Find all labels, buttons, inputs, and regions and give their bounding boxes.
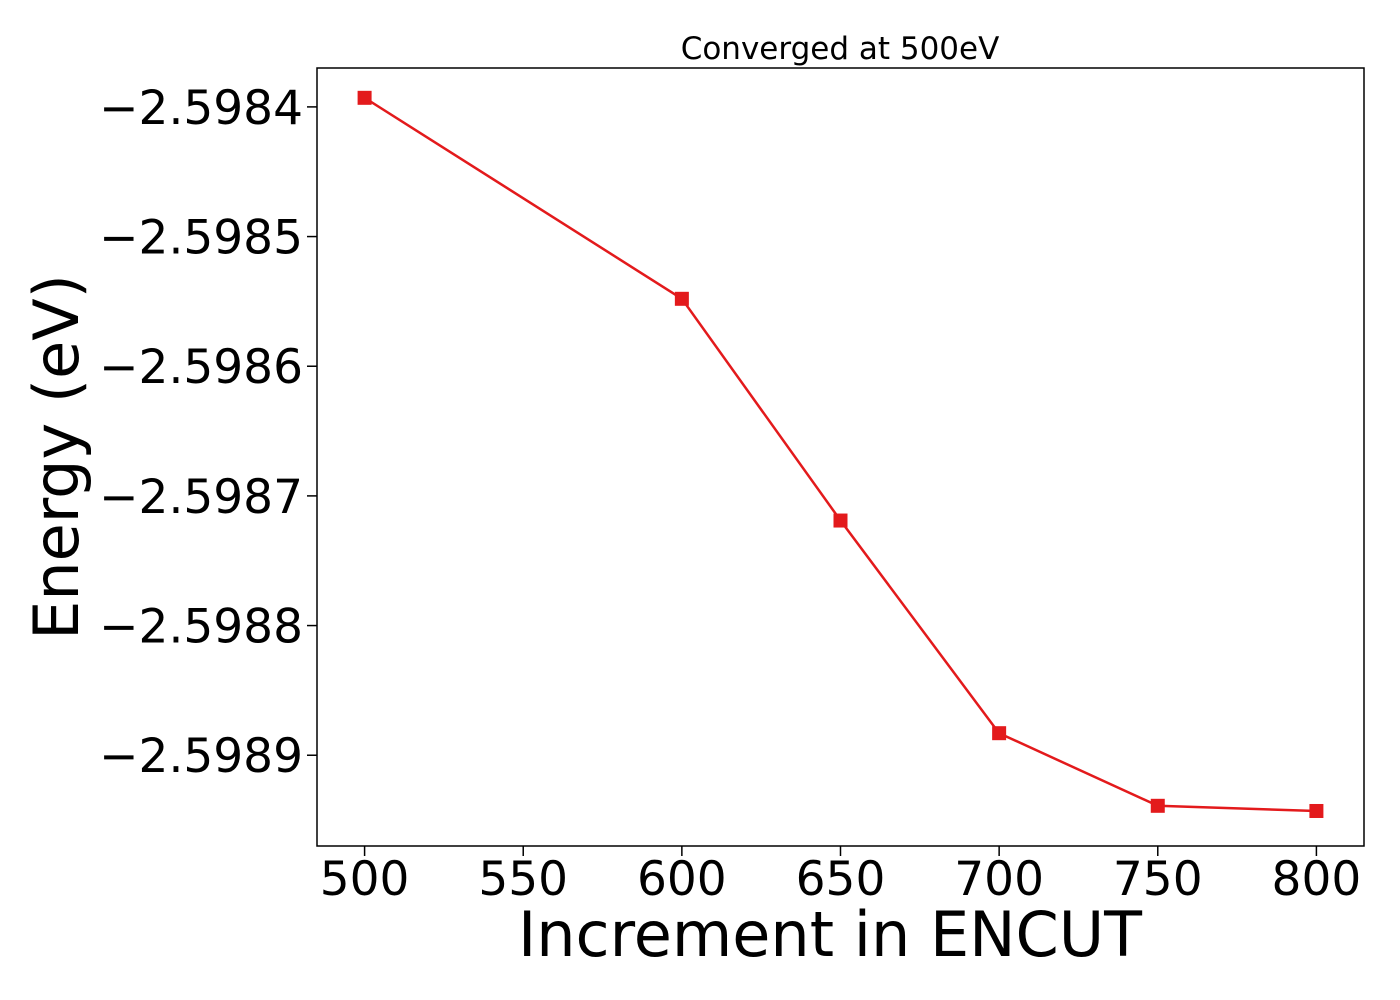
- data-point-marker: [1309, 803, 1324, 818]
- x-tick-label: 750: [1113, 852, 1203, 907]
- y-tick-label: −2.5987: [99, 470, 303, 525]
- data-point-marker: [992, 726, 1007, 741]
- chart-title: Converged at 500eV: [681, 31, 1000, 67]
- x-tick-label: 550: [478, 852, 568, 907]
- x-tick-label: 500: [320, 852, 410, 907]
- y-tick-label: −2.5988: [99, 600, 303, 655]
- y-axis-label: Energy (eV): [20, 274, 93, 640]
- y-tick-label: −2.5989: [99, 729, 303, 784]
- x-tick-label: 650: [796, 852, 886, 907]
- x-tick-label: 700: [954, 852, 1044, 907]
- series-line: [363, 96, 1317, 813]
- x-axis-label: Increment in ENCUT: [518, 898, 1143, 971]
- plot-area: [357, 90, 1324, 818]
- x-tick-label: 800: [1272, 852, 1362, 907]
- data-point-marker: [1150, 798, 1165, 813]
- y-axis: −2.5984 −2.5985 −2.5986 −2.5987 −2.5988 −2.59…: [99, 81, 317, 784]
- x-tick-label: 600: [637, 852, 727, 907]
- data-point-marker: [833, 513, 848, 528]
- y-tick-label: −2.5986: [99, 340, 303, 395]
- y-tick-label: −2.5984: [99, 81, 303, 136]
- plot-frame: [316, 67, 1365, 847]
- data-point-marker: [357, 90, 372, 105]
- data-point-marker: [674, 291, 689, 306]
- x-axis: 500 550 600 650 700 750 800: [320, 846, 1362, 907]
- y-tick-label: −2.5985: [99, 211, 303, 266]
